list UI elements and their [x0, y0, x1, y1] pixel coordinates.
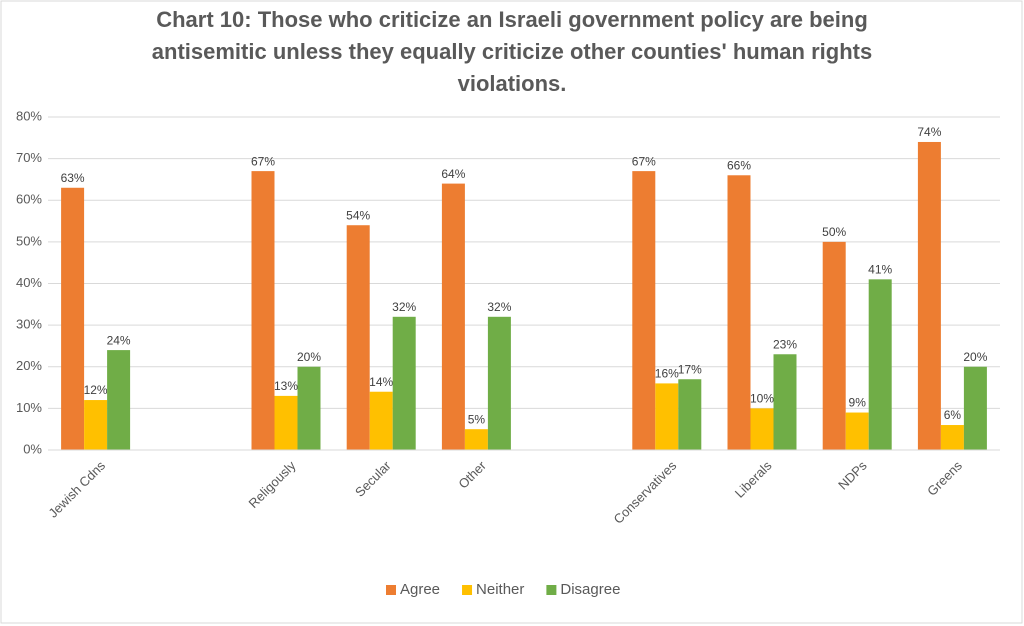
value-label: 66%: [727, 158, 751, 172]
chart-title: Chart 10: Those who criticize an Israeli…: [151, 7, 873, 96]
bar: [845, 412, 869, 450]
x-tick-label: Greens: [924, 458, 965, 499]
value-label: 50%: [822, 225, 846, 239]
value-label: 5%: [468, 412, 486, 426]
y-tick-label: 80%: [16, 108, 42, 123]
value-label: 67%: [632, 154, 656, 168]
value-label: 9%: [849, 396, 867, 410]
bar: [868, 279, 892, 450]
value-label: 16%: [655, 367, 679, 381]
bar: [773, 354, 797, 450]
bar: [441, 183, 465, 450]
legend-label: Neither: [476, 581, 524, 598]
x-tick-label: NDPs: [835, 458, 870, 493]
y-tick-label: 20%: [16, 358, 42, 373]
x-tick-label: Religously: [246, 458, 299, 511]
value-label: 67%: [251, 154, 275, 168]
bar: [392, 316, 416, 450]
bar: [84, 400, 108, 450]
x-tick-label: Secular: [352, 457, 394, 499]
bar: [727, 175, 751, 450]
legend-swatch: [546, 585, 557, 595]
bar: [940, 425, 964, 450]
value-label: 10%: [750, 392, 774, 406]
value-label: 64%: [441, 167, 465, 181]
value-label: 24%: [107, 333, 131, 347]
y-tick-label: 40%: [16, 275, 42, 290]
bar: [632, 171, 656, 451]
y-tick-label: 60%: [16, 192, 42, 207]
value-label: 23%: [773, 337, 797, 351]
bar: [369, 391, 393, 450]
y-tick-label: 50%: [16, 233, 42, 248]
y-tick-label: 10%: [16, 400, 42, 415]
value-label: 32%: [392, 300, 416, 314]
bar: [487, 316, 511, 450]
bar: [464, 429, 488, 450]
legend-swatch: [462, 585, 473, 595]
x-tick-label: Other: [455, 457, 489, 491]
bar: [274, 395, 298, 450]
value-label: 20%: [963, 350, 987, 364]
value-label: 6%: [944, 408, 962, 422]
x-tick-label: Jewish Cdns: [45, 458, 108, 521]
legend-label: Agree: [400, 581, 440, 598]
value-label: 20%: [297, 350, 321, 364]
y-tick-label: 30%: [16, 317, 42, 332]
bar: [750, 408, 774, 450]
value-label: 12%: [84, 383, 108, 397]
bar: [963, 366, 987, 450]
bar: [297, 366, 321, 450]
value-label: 32%: [487, 300, 511, 314]
x-tick-label: Liberals: [732, 458, 775, 501]
value-label: 63%: [61, 171, 85, 185]
x-tick-label: Conservatives: [610, 458, 679, 527]
value-label: 17%: [678, 362, 702, 376]
value-label: 14%: [369, 375, 393, 389]
bar: [678, 379, 702, 450]
y-tick-label: 70%: [16, 150, 42, 165]
value-label: 13%: [274, 379, 298, 393]
bar: [917, 141, 941, 450]
bar: [61, 187, 85, 450]
legend-swatch: [386, 585, 396, 595]
bar: [251, 171, 275, 451]
bar: [822, 241, 846, 450]
value-label: 54%: [346, 208, 370, 222]
value-label: 74%: [917, 125, 941, 139]
bar: [655, 383, 679, 450]
y-tick-label: 0%: [23, 441, 42, 456]
legend-label: Disagree: [560, 581, 620, 598]
bar: [346, 225, 370, 450]
bar: [107, 350, 131, 450]
value-label: 41%: [868, 263, 892, 277]
